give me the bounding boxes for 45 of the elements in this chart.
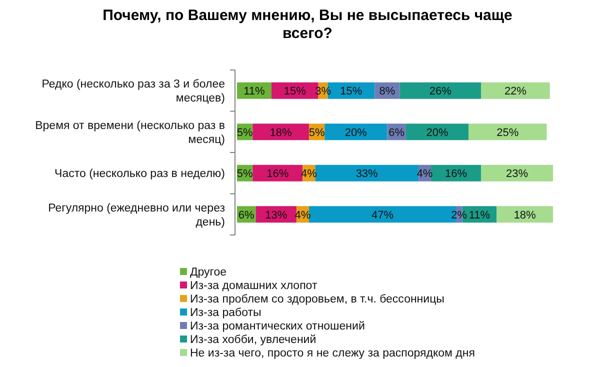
data-label: 47% [371,209,394,222]
bar [324,124,388,140]
data-label: 20% [344,126,368,139]
data-label: 22% [504,86,527,98]
data-label: 5% [308,126,325,139]
data-label: 15% [284,86,306,98]
y-tick-label: Редко (несколько раз за 3 и более месяцев) [42,78,226,105]
data-label: 11% [468,209,490,222]
data-label: 13% [265,209,288,222]
y-tick-label: Часто (несколько раз в неделю) [54,168,226,180]
data-label: 26% [429,86,452,98]
data-label: 11% [244,86,266,98]
data-label: 33% [356,168,378,180]
legend-label: Из-за романтических отношений [190,320,365,332]
data-label: 20% [426,126,448,139]
data-label: 23% [506,168,528,180]
bar [481,164,553,182]
data-label: 16% [266,168,289,180]
bar [496,206,553,223]
bar [315,164,418,182]
legend-label: Другое [190,266,227,278]
data-label: 8% [379,86,396,98]
legend-label: Из-за работы [190,307,262,319]
bar [400,82,482,99]
bar [406,124,469,140]
data-label: 25% [496,126,519,139]
y-tick-label: Регулярно (ежедневно или через день) [48,202,226,228]
data-label: 2% [451,209,468,222]
legend-label: Из-за хобби, увлечений [190,334,316,346]
data-label: 6% [388,126,405,139]
bar [481,82,550,99]
y-tick-label: Время от времени (несколько раз в месяц) [35,120,226,146]
bar [468,124,547,140]
data-label: 18% [270,126,292,139]
data-label: 18% [514,209,536,222]
data-label: 5% [236,168,253,180]
legend-label: Не из-за чего, просто я не слежу за распорядком дня [190,348,475,360]
legend-label: Из-за домашних хлопот [190,280,318,292]
data-label: 5% [236,126,253,139]
data-label: 15% [340,86,362,98]
legend-label: Из-за проблем со здоровьем, в т.ч. бессонницы [190,294,444,306]
data-label: 16% [444,168,468,180]
chart-title: Почему, по Вашему мнению, Вы не высыпаетесь чаще всего? [102,7,512,42]
data-label: 6% [238,209,255,222]
bar [252,124,309,140]
